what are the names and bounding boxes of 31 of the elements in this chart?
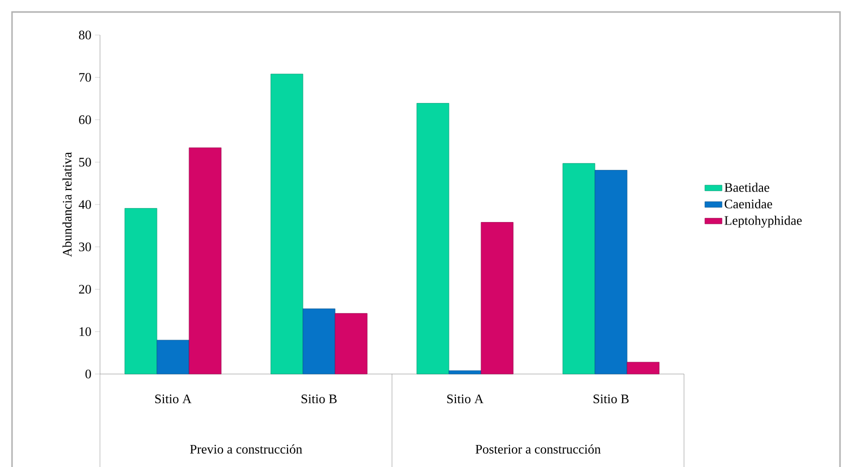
- bar: [334, 313, 368, 374]
- y-tick-label: 30: [79, 242, 91, 252]
- bar: [448, 370, 482, 374]
- y-tick-label: 80: [78, 30, 91, 40]
- y-tick-label: 40: [78, 200, 91, 209]
- legend-label: Baetidae: [724, 182, 770, 192]
- bar: [626, 362, 660, 374]
- x-tick-label: Sitio A: [155, 394, 192, 404]
- x-tick-label: Sitio B: [302, 394, 337, 404]
- bar: [562, 163, 596, 374]
- bar: [416, 103, 450, 374]
- legend-label: Leptohyphidae: [724, 216, 802, 228]
- text: Posterior a construcción: [476, 444, 601, 454]
- x-tick-label: Sitio B: [594, 394, 629, 404]
- bar: [124, 208, 158, 374]
- y-tick-label: 10: [80, 327, 91, 336]
- y-tick-label: 50: [79, 158, 91, 167]
- y-tick-label: 70: [79, 73, 91, 82]
- bar: [480, 222, 514, 374]
- bar: [270, 74, 304, 374]
- bar: [188, 148, 222, 374]
- text: Previo a construcción: [190, 444, 302, 454]
- y-tick-label: 0: [85, 370, 91, 378]
- legend-label: Caenidae: [724, 199, 772, 208]
- bar: [302, 308, 336, 374]
- y-tick-label: 60: [79, 115, 91, 124]
- y-axis-title: Abundancia relativa: [62, 152, 72, 257]
- bar: [594, 170, 628, 374]
- x-tick-label: Sitio A: [447, 394, 484, 404]
- y-tick-label: 20: [79, 284, 91, 294]
- bar: [156, 340, 190, 374]
